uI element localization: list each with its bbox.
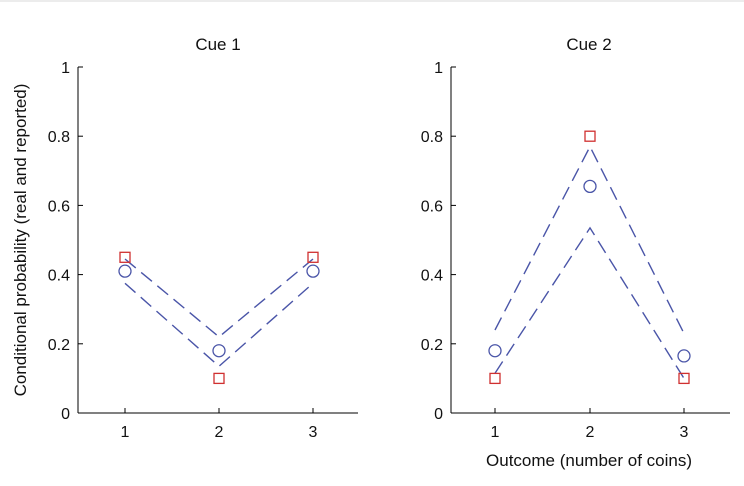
y-tick-label: 0.4 [48,268,70,285]
panel-cue-2: Cue 2 Outcome (number of coins) 0 0.2 0.4 0… [421,35,730,470]
real-probability-square [213,372,225,385]
real-probability-square [584,130,596,142]
y-tick-label: 0.8 [48,129,70,146]
reported-probability-circle [118,264,132,278]
y-tick-label: 1 [434,60,443,77]
y-tick-label: 0 [61,406,70,423]
y-tick-label: 0.6 [48,198,70,215]
reported-probability-circle [583,179,597,194]
reported-probability-circle [212,344,226,358]
dashed-band-line [494,226,685,379]
reported-probability-circle [677,349,691,363]
x-tick-label: 1 [491,424,500,441]
y-tick-label: 0.2 [421,337,443,354]
panel-title: Cue 2 [566,35,611,54]
y-tick-label: 0.4 [421,268,443,285]
real-probability-square [307,251,319,263]
x-tick-label: 3 [680,424,689,441]
y-tick-label: 0.2 [48,337,70,354]
y-axis-label: Conditional probability (real and report… [11,84,30,397]
dashed-band-line [124,258,314,338]
x-tick-label: 1 [121,424,130,441]
real-probability-square [489,372,501,385]
dashed-band-line [124,282,314,368]
x-tick-label: 2 [215,424,224,441]
reported-probability-circle [306,264,320,278]
y-tick-label: 0.8 [421,129,443,146]
panel-title: Cue 1 [195,35,240,54]
real-probability-square [678,372,690,385]
reported-probability-circle [488,344,502,358]
y-tick-label: 0 [434,406,443,423]
x-axis-label: Outcome (number of coins) [486,451,692,470]
dashed-band-line [494,145,685,334]
y-tick-label: 0.6 [421,198,443,215]
x-tick-label: 3 [309,424,318,441]
x-tick-label: 2 [586,424,595,441]
y-tick-label: 1 [61,60,70,77]
real-probability-square [119,251,131,263]
panel-cue-1: Cue 1 Conditional probability (real and … [11,35,358,441]
